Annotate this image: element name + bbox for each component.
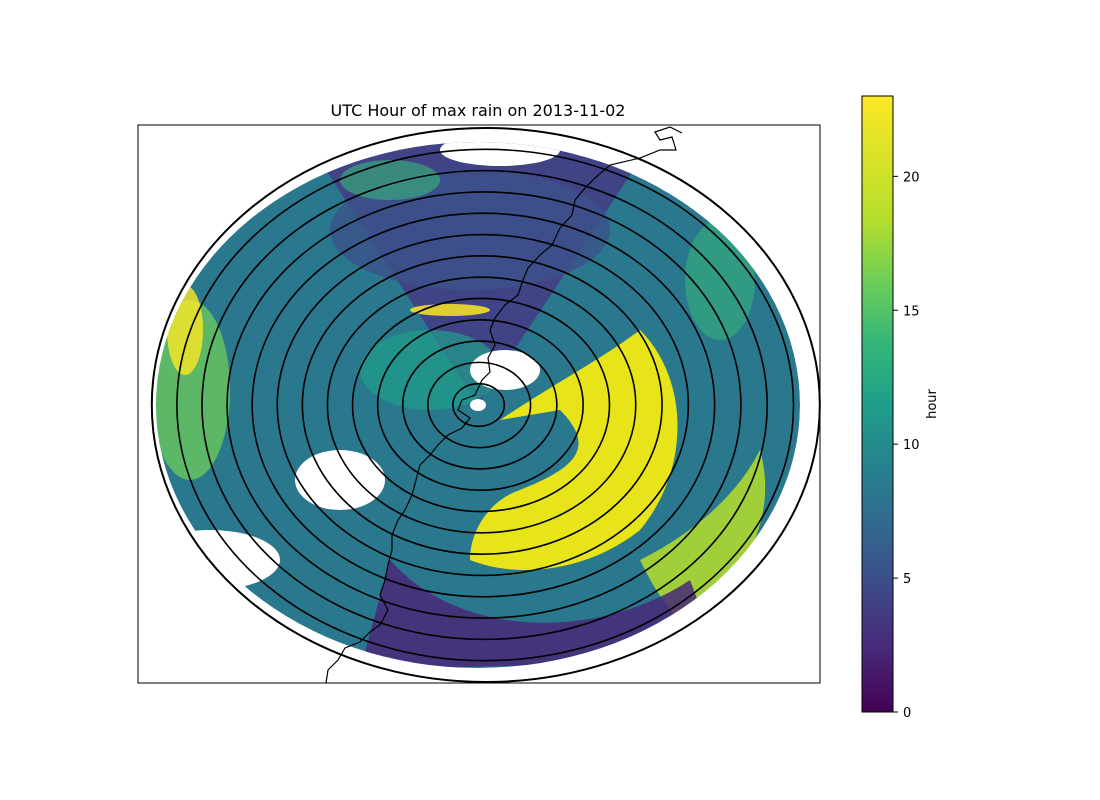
- radar-north-green: [340, 160, 440, 200]
- range-ring: [150, 127, 821, 683]
- radar-band-north: [330, 170, 610, 290]
- colorbar: [861, 95, 894, 713]
- coastline: [325, 126, 683, 683]
- colorbar-tick-label: 20: [903, 170, 920, 185]
- colorbar-ticks: 0 5 10 15 20: [893, 170, 920, 721]
- radar-gap-southwest: [295, 450, 385, 510]
- range-ring: [201, 169, 769, 641]
- colorbar-tick-label: 0: [903, 706, 911, 721]
- radar-center-teal: [360, 330, 500, 410]
- range-ring: [176, 148, 795, 662]
- range-ring: [427, 361, 532, 449]
- colorbar-tick-label: 5: [903, 572, 911, 587]
- range-ring: [401, 340, 558, 470]
- radar-east-green: [685, 220, 755, 340]
- colorbar-label: hour: [925, 388, 940, 418]
- range-ring: [376, 318, 584, 492]
- range-ring: [276, 233, 690, 577]
- plot-title: UTC Hour of max rain on 2013-11-02: [331, 101, 626, 120]
- radar-gap-center: [470, 350, 540, 390]
- range-ring: [326, 276, 637, 534]
- radar-yellow-band: [470, 330, 678, 570]
- range-ring: [251, 212, 716, 598]
- radar-gap-center-small: [470, 399, 486, 411]
- range-ring: [226, 191, 742, 619]
- range-ring: [301, 255, 663, 555]
- range-rings: [150, 127, 821, 683]
- range-ring: [452, 382, 506, 428]
- coastline-line: [325, 126, 683, 683]
- radar-yellow-band-outer: [640, 450, 766, 620]
- colorbar-tick-label: 10: [903, 438, 920, 453]
- range-ring: [351, 297, 611, 513]
- colorbar-tick-label: 15: [903, 304, 920, 319]
